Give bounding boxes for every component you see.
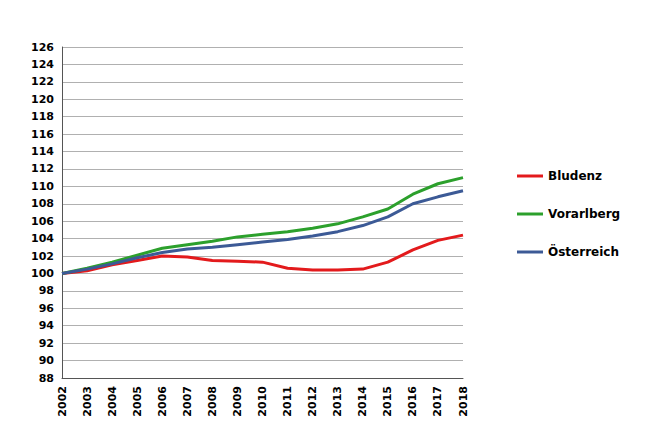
svg-text:2010: 2010 [256, 386, 269, 417]
svg-text:2016: 2016 [406, 386, 419, 417]
svg-text:94: 94 [39, 319, 55, 332]
svg-text:2017: 2017 [431, 386, 444, 417]
svg-text:100: 100 [31, 267, 54, 280]
svg-text:110: 110 [31, 180, 54, 193]
svg-text:114: 114 [31, 145, 54, 158]
svg-text:104: 104 [31, 232, 54, 245]
svg-text:2007: 2007 [181, 386, 194, 417]
svg-text:2012: 2012 [306, 386, 319, 417]
svg-text:Österreich: Österreich [548, 244, 619, 259]
svg-text:106: 106 [31, 215, 54, 228]
svg-text:126: 126 [31, 41, 54, 54]
svg-text:98: 98 [39, 284, 54, 297]
svg-text:Vorarlberg: Vorarlberg [548, 207, 620, 221]
svg-text:2002: 2002 [56, 386, 69, 417]
svg-text:2008: 2008 [206, 386, 219, 417]
svg-text:124: 124 [31, 58, 54, 71]
svg-text:2006: 2006 [156, 386, 169, 417]
svg-text:2005: 2005 [131, 386, 144, 417]
svg-text:112: 112 [31, 162, 54, 175]
svg-text:116: 116 [31, 128, 54, 141]
svg-text:2013: 2013 [331, 386, 344, 417]
svg-text:2009: 2009 [231, 386, 244, 417]
svg-text:2003: 2003 [81, 386, 94, 417]
svg-text:2011: 2011 [281, 386, 294, 417]
svg-text:2018: 2018 [457, 386, 470, 417]
svg-text:88: 88 [39, 372, 54, 385]
svg-text:92: 92 [39, 337, 54, 350]
svg-text:118: 118 [31, 110, 54, 123]
svg-text:122: 122 [31, 75, 54, 88]
svg-text:108: 108 [31, 197, 54, 210]
svg-text:96: 96 [39, 302, 55, 315]
svg-text:2014: 2014 [356, 386, 369, 417]
svg-text:102: 102 [31, 250, 54, 263]
svg-text:2004: 2004 [106, 386, 119, 417]
svg-text:Bludenz: Bludenz [548, 169, 602, 183]
svg-text:90: 90 [39, 354, 55, 367]
svg-text:120: 120 [31, 93, 54, 106]
svg-text:2015: 2015 [381, 386, 394, 417]
